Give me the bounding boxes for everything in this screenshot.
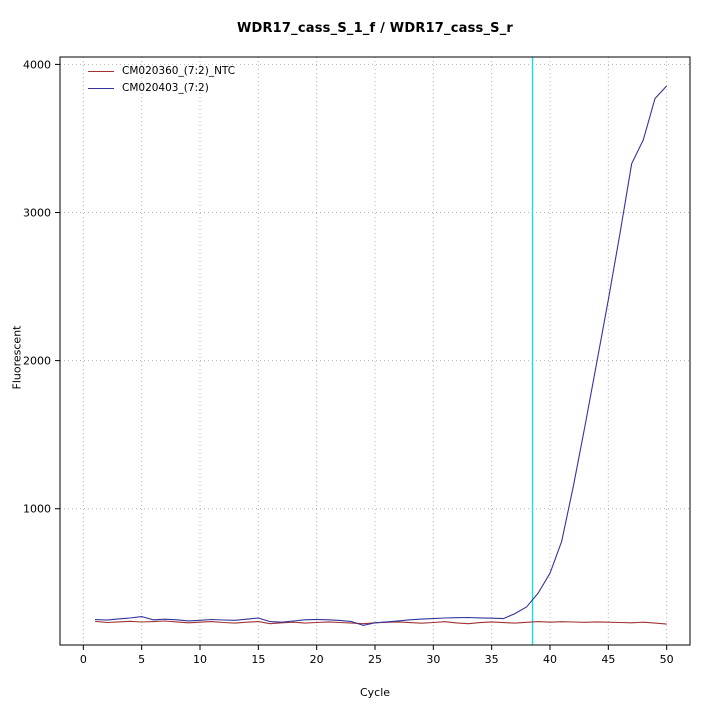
x-tick-label: 40 <box>543 653 557 666</box>
x-tick-label: 5 <box>138 653 145 666</box>
chart-title: WDR17_cass_S_1_f / WDR17_cass_S_r <box>236 21 514 36</box>
x-tick-label: 45 <box>601 653 615 666</box>
x-tick-label: 0 <box>80 653 87 666</box>
x-tick-label: 50 <box>660 653 674 666</box>
x-tick-label: 25 <box>368 653 382 666</box>
legend-label-ntc: CM020360_(7:2)_NTC <box>122 65 236 77</box>
legend-item-sample: CM020403_(7:2) <box>88 81 235 95</box>
y-tick-label: 3000 <box>23 207 51 220</box>
x-tick-label: 30 <box>426 653 440 666</box>
y-tick-label: 1000 <box>23 503 51 516</box>
x-tick-label: 20 <box>310 653 324 666</box>
legend-item-ntc: CM020360_(7:2)_NTC <box>88 64 235 78</box>
legend: CM020360_(7:2)_NTC CM020403_(7:2) <box>88 64 235 95</box>
x-axis-label: Cycle <box>359 686 391 699</box>
legend-line-swatch-sample <box>88 87 114 89</box>
legend-label-sample: CM020403_(7:2) <box>122 82 209 94</box>
y-tick-label: 4000 <box>23 58 51 71</box>
x-tick-label: 10 <box>193 653 207 666</box>
legend-line-swatch-ntc <box>88 70 114 72</box>
x-tick-label: 15 <box>251 653 265 666</box>
y-tick-label: 2000 <box>23 355 51 368</box>
series-line-1 <box>94 85 668 626</box>
x-tick-label: 35 <box>485 653 499 666</box>
